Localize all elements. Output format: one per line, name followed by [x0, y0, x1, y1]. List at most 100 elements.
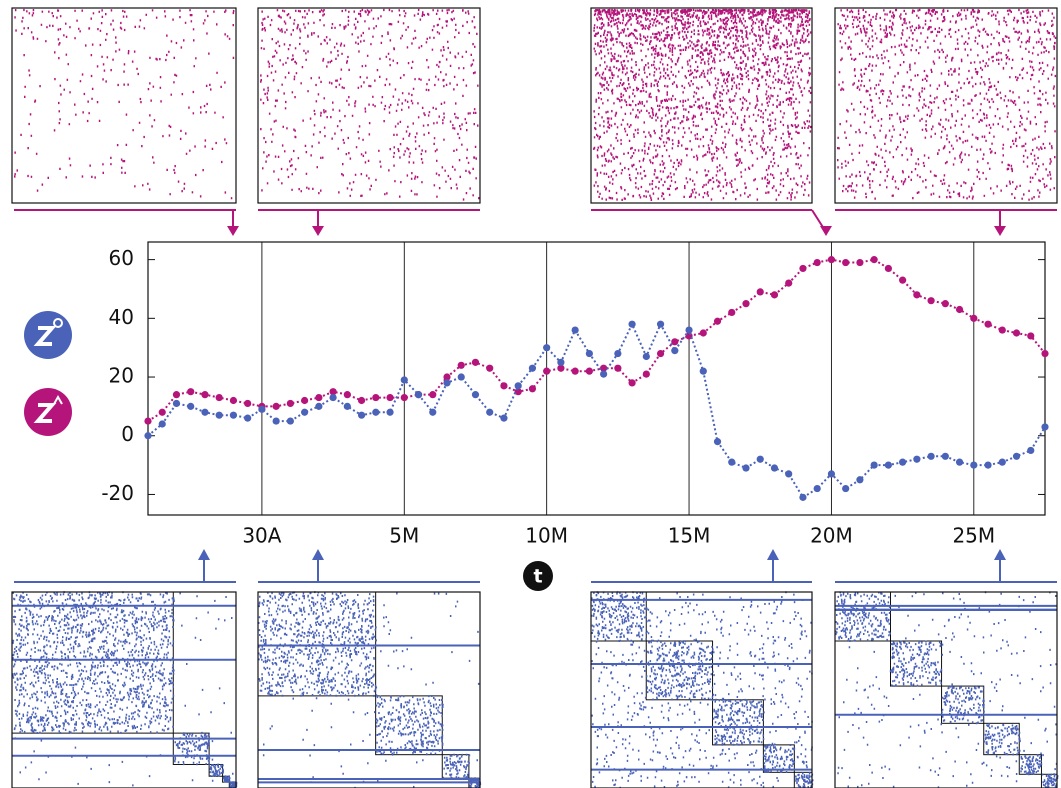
- y-tick-label: 20: [109, 364, 134, 388]
- point: [785, 470, 793, 478]
- point: [514, 382, 522, 390]
- x-axis-label: t: [533, 566, 542, 588]
- point: [585, 367, 593, 375]
- point: [400, 376, 408, 384]
- series-line: [147, 321, 1046, 499]
- point: [557, 358, 565, 366]
- thumbnail-dots: [12, 591, 238, 788]
- thumbnail-dots: [591, 591, 814, 788]
- point: [187, 402, 195, 410]
- point: [970, 314, 978, 322]
- point: [742, 464, 750, 472]
- point: [301, 396, 309, 405]
- point: [172, 399, 181, 408]
- point: [927, 452, 935, 460]
- icon-magenta: [24, 388, 72, 436]
- point: [215, 411, 223, 419]
- series-line: [147, 258, 1046, 422]
- point: [1027, 332, 1035, 340]
- point: [827, 256, 836, 264]
- arrowhead: [227, 226, 239, 236]
- point: [429, 408, 437, 416]
- x-tick-label: 15M: [668, 524, 711, 548]
- arrowhead: [312, 226, 324, 236]
- point: [500, 382, 508, 390]
- point: [642, 352, 650, 361]
- point: [955, 305, 964, 314]
- point: [215, 393, 223, 402]
- point: [343, 391, 351, 399]
- point: [742, 300, 750, 308]
- point: [500, 414, 508, 422]
- point: [244, 399, 252, 408]
- thumbnail-frame: [834, 591, 1058, 788]
- point: [799, 493, 807, 501]
- thumbnail-frame: [11, 591, 237, 788]
- x-tick-label: 25M: [952, 524, 995, 548]
- thumbnail-dots: [835, 591, 1059, 788]
- point: [443, 379, 451, 387]
- point: [884, 461, 892, 469]
- point: [343, 402, 351, 410]
- point: [414, 391, 423, 399]
- point: [443, 373, 451, 381]
- icon-blue: [24, 311, 72, 359]
- x-tick-label: 30A: [242, 524, 281, 548]
- point: [315, 393, 323, 402]
- point: [785, 279, 793, 287]
- point: [970, 461, 978, 469]
- arrowhead: [994, 226, 1006, 236]
- x-tick-label: 5M: [389, 524, 419, 548]
- thumbnail-dots: [14, 8, 235, 200]
- point: [144, 417, 152, 425]
- thumbnail-frame: [834, 7, 1058, 204]
- point: [842, 484, 850, 493]
- point: [913, 291, 921, 299]
- point: [1041, 349, 1049, 358]
- point: [699, 367, 707, 375]
- arrowhead: [820, 226, 832, 236]
- y-tick-label: 0: [121, 422, 134, 446]
- point: [600, 364, 608, 372]
- point: [656, 349, 665, 358]
- point: [486, 408, 494, 416]
- point: [799, 264, 807, 273]
- point: [770, 464, 779, 472]
- point: [315, 402, 323, 410]
- point: [229, 411, 238, 419]
- point: [543, 344, 551, 352]
- point: [884, 264, 892, 273]
- point: [770, 291, 779, 299]
- point: [457, 361, 465, 369]
- point: [642, 370, 650, 378]
- point: [528, 385, 537, 393]
- point: [571, 326, 579, 334]
- thumbnail-dots: [260, 8, 480, 201]
- point: [144, 432, 152, 440]
- point: [357, 396, 366, 405]
- point: [571, 367, 579, 375]
- thumbnail-dots: [837, 8, 1057, 201]
- point: [372, 408, 380, 416]
- y-tick-label: 40: [109, 305, 134, 329]
- point: [329, 388, 337, 396]
- point: [927, 297, 935, 305]
- point: [1027, 446, 1035, 455]
- point: [471, 391, 480, 399]
- point: [258, 405, 266, 413]
- point: [870, 256, 878, 264]
- arrowhead: [767, 549, 779, 560]
- point: [457, 373, 465, 381]
- x-tick-label: 20M: [810, 524, 853, 548]
- point: [386, 393, 394, 402]
- thumbnail-frame: [590, 7, 813, 204]
- point: [543, 367, 551, 375]
- point: [1041, 423, 1049, 431]
- point: [685, 326, 693, 334]
- point: [372, 393, 380, 402]
- point: [713, 317, 722, 325]
- thumbnail-frame: [590, 591, 813, 788]
- point: [585, 349, 593, 358]
- point: [201, 408, 209, 416]
- point: [614, 349, 622, 358]
